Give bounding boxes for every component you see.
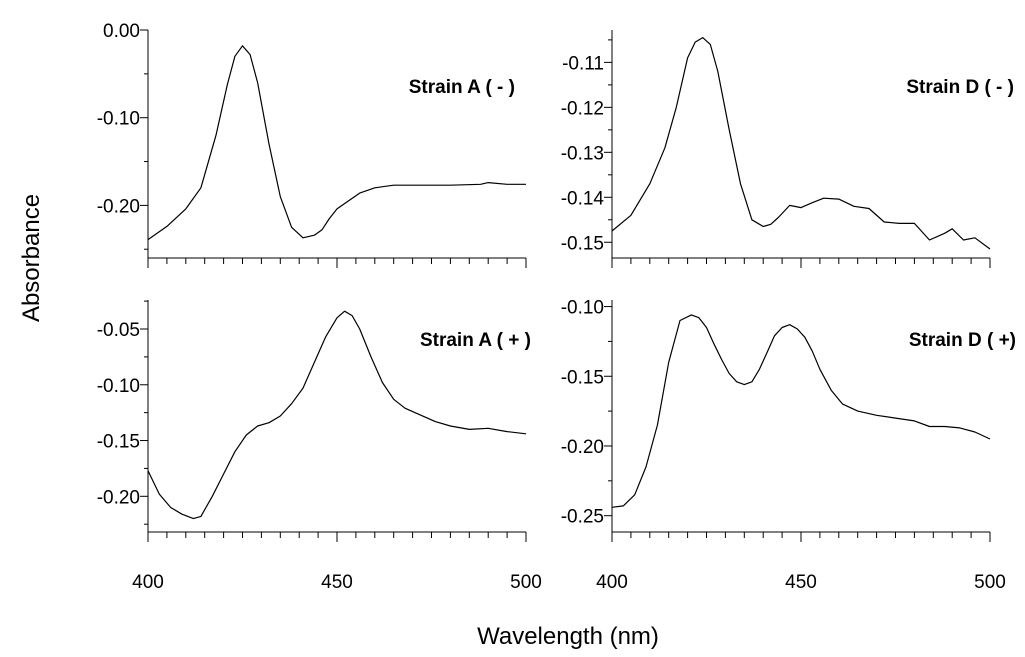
- y-tick-label: -0.13: [561, 143, 604, 164]
- panel-1: 0.00 -0.10 -0.20 Strain A ( - ): [97, 21, 527, 268]
- y-tick-label: -0.10: [97, 109, 140, 130]
- panel-2: -0.11 -0.12 -0.13 -0.14 -0.15 Strain D ( - ): [561, 30, 1014, 268]
- panel-label: Strain A ( - ): [409, 77, 515, 98]
- y-tick-label: -0.25: [561, 507, 604, 528]
- x-tick-label: 400: [132, 572, 164, 593]
- y-axis-title: Absorbance: [18, 194, 45, 322]
- y-tick-label: -0.12: [561, 98, 604, 119]
- spectrum-line: [611, 314, 991, 508]
- x-tick-label: 400: [596, 572, 628, 593]
- panel-label: Strain D ( - ): [906, 77, 1014, 98]
- x-tick-label: 500: [510, 572, 542, 593]
- spectrum-line: [611, 37, 991, 250]
- y-tick-label: -0.10: [97, 376, 140, 397]
- x-tick-label: 450: [785, 572, 817, 593]
- y-tick-label: 0.00: [103, 21, 140, 42]
- y-tick-label: -0.10: [561, 298, 604, 319]
- y-tick-label: -0.15: [561, 233, 604, 254]
- spectrum-line: [147, 310, 527, 520]
- x-axis-title: Wavelength (nm): [477, 623, 659, 650]
- y-tick-label: -0.20: [97, 487, 140, 508]
- panel-4: -0.10 -0.15 -0.20 -0.25 400 450 500 Strain D ( …: [561, 298, 1016, 593]
- x-tick-label: 450: [321, 572, 353, 593]
- y-tick-label: -0.20: [97, 196, 140, 217]
- x-tick-label: 500: [974, 572, 1006, 593]
- panel-label: Strain A ( + ): [420, 330, 531, 351]
- y-tick-label: -0.14: [561, 188, 605, 209]
- panel-label: Strain D ( +): [909, 330, 1016, 351]
- y-tick-label: -0.11: [562, 53, 604, 74]
- spectrum-line: [147, 45, 526, 241]
- y-tick-label: -0.05: [97, 320, 140, 341]
- panel-3: -0.05 -0.10 -0.15 -0.20 400 450 500 Strain A ( …: [97, 300, 542, 593]
- y-tick-label: -0.20: [561, 437, 604, 458]
- y-tick-label: -0.15: [97, 432, 140, 453]
- y-tick-label: -0.15: [561, 367, 604, 388]
